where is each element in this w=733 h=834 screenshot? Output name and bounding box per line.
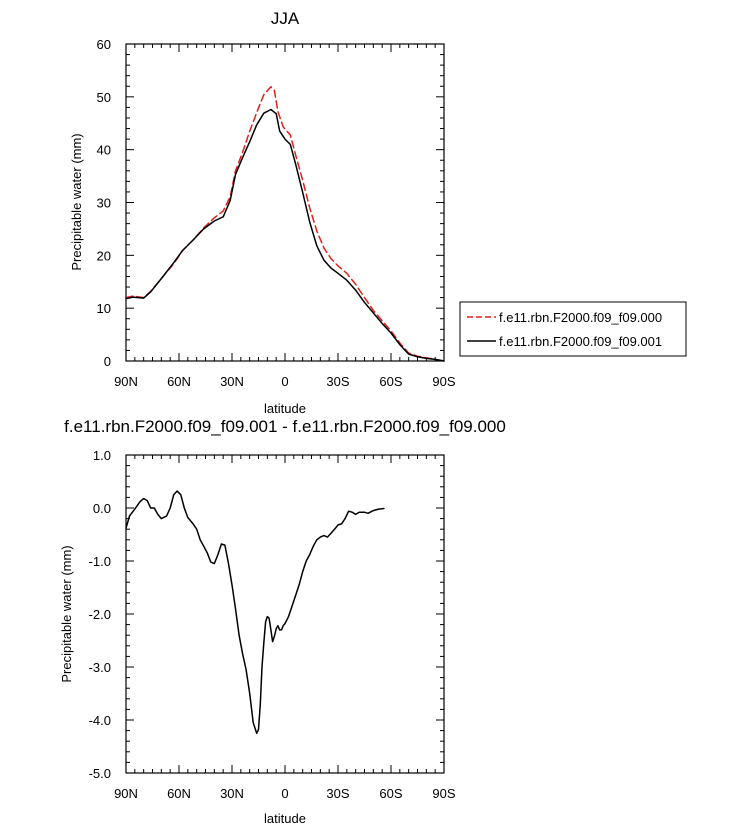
bottom-series-line-1 bbox=[125, 490, 385, 735]
top-x-tick-label: 0 bbox=[281, 374, 288, 389]
top-x-tick-label: 90N bbox=[114, 374, 138, 389]
bottom-y-tick-label: 0.0 bbox=[93, 501, 111, 516]
bottom-y-axis-label: Precipitable water (mm) bbox=[59, 545, 74, 682]
bottom-series-lines bbox=[125, 490, 385, 735]
bottom-y-tick-label: -5.0 bbox=[89, 766, 111, 781]
top-x-tick-label: 30S bbox=[326, 374, 349, 389]
bottom-panel-difference: f.e11.rbn.F2000.f09_f09.001 - f.e11.rbn.… bbox=[59, 417, 506, 826]
bottom-x-axis-label: latitude bbox=[264, 811, 306, 826]
top-y-tick-label: 20 bbox=[97, 248, 111, 263]
legend-box bbox=[459, 301, 687, 357]
legend-label-series-2: f.e11.rbn.F2000.f09_f09.001 bbox=[499, 334, 662, 349]
top-plot-frame bbox=[125, 43, 445, 362]
bottom-x-tick-label: 60S bbox=[379, 786, 402, 801]
top-y-tick-label: 60 bbox=[97, 37, 111, 52]
legend: f.e11.rbn.F2000.f09_f09.000 f.e11.rbn.F2… bbox=[459, 301, 687, 357]
top-series-line-2 bbox=[125, 108, 445, 362]
bottom-y-tick-label: -2.0 bbox=[89, 607, 111, 622]
bottom-x-tick-label: 30S bbox=[326, 786, 349, 801]
bottom-x-tick-label: 60N bbox=[167, 786, 191, 801]
top-x-tick-label: 90S bbox=[432, 374, 455, 389]
top-x-axis-label: latitude bbox=[264, 401, 306, 416]
top-y-tick-label: 10 bbox=[97, 301, 111, 316]
legend-label-series-1: f.e11.rbn.F2000.f09_f09.000 bbox=[499, 310, 662, 325]
top-y-tick-label: 50 bbox=[97, 90, 111, 105]
bottom-x-tick-label: 30N bbox=[220, 786, 244, 801]
bottom-x-tick-label: 90N bbox=[114, 786, 138, 801]
top-axis-ticks: 90N 60N 30N 0 30S 60S 90S 0 10 20 30 40 50 60 bbox=[97, 37, 456, 389]
bottom-plot-frame bbox=[125, 454, 445, 774]
bottom-y-tick-label: -1.0 bbox=[89, 554, 111, 569]
bottom-axis-ticks: 90N 60N 30N 0 30S 60S 90S 1.0 0.0 -1.0 -2.0 -3.0 -4.… bbox=[89, 448, 456, 801]
top-chart-title: JJA bbox=[271, 9, 300, 28]
top-y-axis-label: Precipitable water (mm) bbox=[69, 133, 84, 270]
bottom-y-tick-label: 1.0 bbox=[93, 448, 111, 463]
bottom-chart-title: f.e11.rbn.F2000.f09_f09.001 - f.e11.rbn.… bbox=[64, 417, 506, 436]
bottom-x-tick-label: 90S bbox=[432, 786, 455, 801]
top-panel-precipitable-water: JJA Precipitable water (mm) latitude 90N… bbox=[69, 9, 456, 416]
top-x-tick-label: 30N bbox=[220, 374, 244, 389]
top-x-tick-label: 60N bbox=[167, 374, 191, 389]
top-series-lines bbox=[125, 86, 445, 362]
bottom-y-tick-label: -3.0 bbox=[89, 660, 111, 675]
top-x-tick-label: 60S bbox=[379, 374, 402, 389]
bottom-y-tick-label: -4.0 bbox=[89, 713, 111, 728]
top-series-line-1 bbox=[125, 86, 445, 362]
top-y-tick-label: 40 bbox=[97, 143, 111, 158]
bottom-x-tick-label: 0 bbox=[281, 786, 288, 801]
top-y-tick-label: 0 bbox=[104, 354, 111, 369]
top-y-tick-label: 30 bbox=[97, 196, 111, 211]
